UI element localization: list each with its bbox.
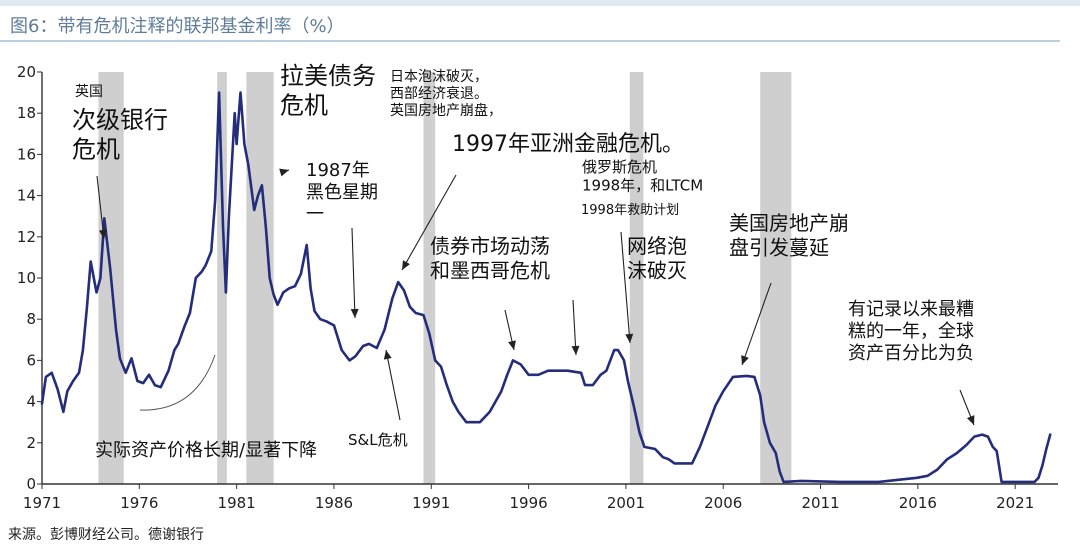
annotation-arrow-0 <box>96 175 105 240</box>
annotation-arrow-3 <box>401 174 457 271</box>
annotation-arrow-7 <box>741 282 772 366</box>
annotation-bm1987-line-0: 1987年 <box>306 160 370 181</box>
annotation-arrowhead-8 <box>383 350 392 360</box>
top-border <box>0 0 1080 6</box>
annotation-arrow-6 <box>620 231 631 344</box>
y-tick-label: 10 <box>17 269 36 287</box>
x-tick-label: 2011 <box>801 494 839 512</box>
annotation-arrow-5 <box>572 299 577 356</box>
annotation-arrow-2 <box>351 227 356 319</box>
series-line-0 <box>40 91 1052 484</box>
x-tick-label: 1971 <box>23 494 61 512</box>
recession-band-1 <box>217 72 227 484</box>
series-layer <box>40 91 1052 484</box>
annotation-arrowhead-0 <box>99 229 107 239</box>
annotation-bond-line-0: 债券市场动荡 <box>430 234 550 258</box>
y-tick-label: 0 <box>26 475 36 493</box>
annotation-japan-line-1: 西部经济衰退。 <box>390 85 488 102</box>
annotation-bm1987-line-1: 黑色星期 <box>306 182 378 203</box>
annotation-real-line-0: 实际资产价格长期/显著下降 <box>95 440 317 461</box>
annotations: 英国次级银行危机拉美债务危机日本泡沫破灭，西部经济衰退。英国房地产崩盘，1997… <box>72 62 974 461</box>
y-tick-label: 18 <box>17 104 36 122</box>
y-tick-label: 16 <box>17 145 36 163</box>
annotation-subprime-line-0: 次级银行 <box>72 106 168 134</box>
y-tick-label: 8 <box>26 310 36 328</box>
annotation-dotcom-line-0: 网络泡 <box>627 234 687 258</box>
x-tick-label: 2001 <box>607 494 645 512</box>
annotation-russia-line-1: 1998年，和LTCM <box>582 176 703 194</box>
y-tick-label: 4 <box>26 393 36 411</box>
x-tick-label: 1986 <box>315 494 353 512</box>
annotation-arrowhead-6 <box>625 333 634 343</box>
annotation-arrow-8 <box>385 349 401 421</box>
annotation-arrowhead-2 <box>350 308 359 318</box>
annotation-arrowhead-3 <box>402 260 410 270</box>
recession-band-5 <box>760 72 792 484</box>
x-tick-label: 1981 <box>218 494 256 512</box>
annotation-arrowhead-5 <box>571 345 580 355</box>
annotation-dotcom-line-1: 沫破灭 <box>627 258 687 282</box>
recession-bands <box>98 72 792 484</box>
x-tick-label: 1996 <box>509 494 547 512</box>
annotation-arrowhead-9 <box>966 415 975 425</box>
y-tick-label: 14 <box>17 187 36 205</box>
annotation-worst-line-1: 糕的一年，全球 <box>848 321 974 342</box>
annotation-bond-line-1: 和墨西哥危机 <box>430 258 550 282</box>
annotation-arrowhead-7 <box>741 355 749 365</box>
axes: 0 2 4 6 8 10 12 14 16 18 20 1971 1976 1981 1986 1991 199… <box>17 63 1058 512</box>
x-tick-label: 2006 <box>704 494 742 512</box>
annotation-sl-line-0: S&L危机 <box>348 431 408 449</box>
recession-band-4 <box>629 72 644 484</box>
annotation-worst-line-2: 资产百分比为负 <box>848 343 974 364</box>
annotation-uk-line-0: 英国 <box>75 83 103 100</box>
y-tick-label: 2 <box>26 434 36 452</box>
annotation-ltcm-line-0: 1998年救助计划 <box>581 202 679 218</box>
annotation-subprime-line-1: 危机 <box>72 135 120 163</box>
y-tick-label: 12 <box>17 228 36 246</box>
x-tick-label: 1976 <box>120 494 158 512</box>
trend-bracket <box>139 354 216 411</box>
annotation-bm1987-line-2: 一 <box>306 204 324 225</box>
annotation-latam-line-0: 拉美债务 <box>280 62 376 90</box>
title-rule <box>0 40 1060 42</box>
annotation-latam-line-1: 危机 <box>280 91 328 119</box>
x-tick-label: 2021 <box>996 494 1034 512</box>
x-tick-label: 1991 <box>412 494 450 512</box>
annotation-arrowhead-1 <box>279 168 289 177</box>
annotation-housing-line-1: 盘引发蔓延 <box>729 235 829 259</box>
annotation-worst-line-0: 有记录以来最糟 <box>848 299 974 320</box>
annotation-asia1997-line-0: 1997年亚洲金融危机。 <box>452 132 684 157</box>
y-tick-label: 6 <box>26 351 36 369</box>
source-note: 来源。彭博财经公司。德谢银行 <box>8 527 204 543</box>
chart-title: 图6：带有危机注释的联邦基金利率（%） <box>10 16 345 37</box>
recession-band-3 <box>423 72 436 484</box>
x-tick-label: 2016 <box>899 494 937 512</box>
annotation-japan-line-0: 日本泡沫破灭， <box>390 69 488 85</box>
y-tick-label: 20 <box>17 63 36 81</box>
annotation-arrows <box>96 168 975 426</box>
annotation-arrowhead-4 <box>508 340 516 350</box>
annotation-japan-line-2: 英国房地产崩盘， <box>390 102 502 119</box>
annotation-russia-line-0: 俄罗斯危机 <box>582 158 657 176</box>
annotation-housing-line-0: 美国房地产崩 <box>729 211 849 235</box>
